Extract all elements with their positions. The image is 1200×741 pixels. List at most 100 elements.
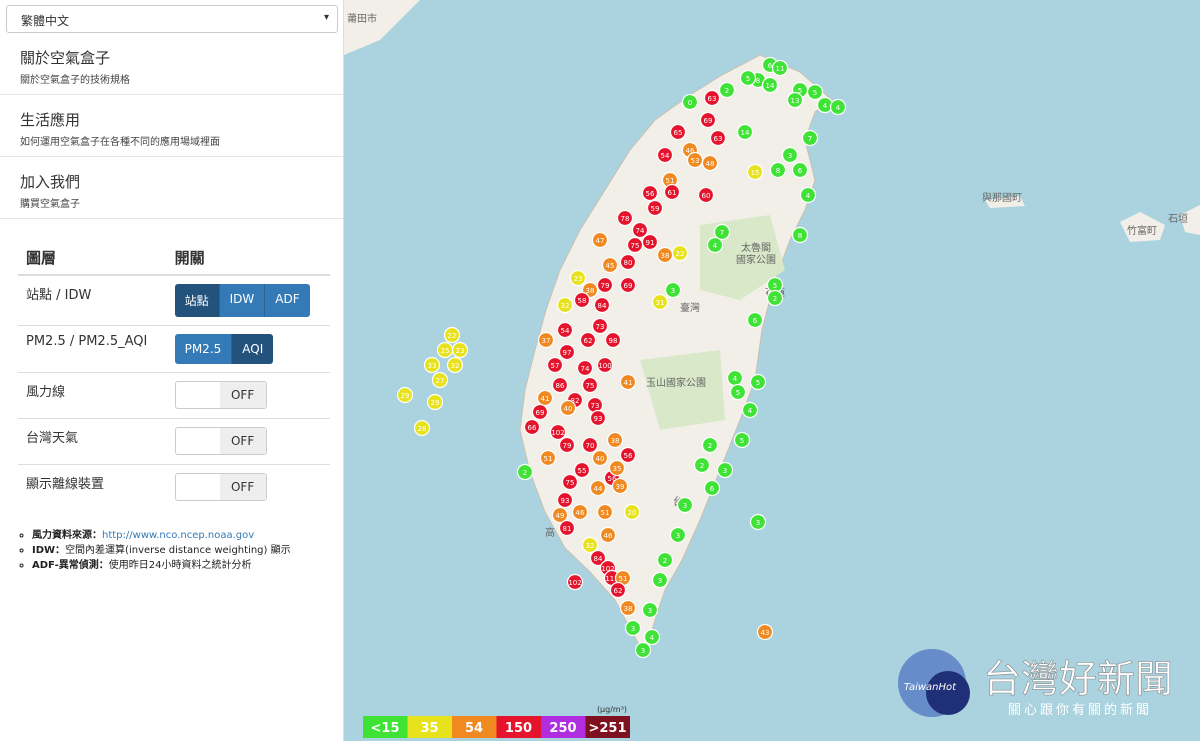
station-marker[interactable]: 60 [697,186,715,204]
station-marker[interactable]: 7 [713,223,731,241]
station-marker[interactable]: 93 [589,409,607,427]
station-marker[interactable]: 80 [619,253,637,271]
station-marker[interactable]: 4 [726,369,744,387]
menu-item[interactable]: 關於空氣盒子 關於空氣盒子的技術規格 [0,33,343,95]
station-marker[interactable]: 59 [646,199,664,217]
language-select[interactable]: 繁體中文 [6,5,338,33]
station-marker[interactable]: 6 [746,311,764,329]
station-marker[interactable]: 38 [619,599,637,617]
station-marker[interactable]: 56 [619,446,637,464]
station-marker[interactable]: 3 [676,496,694,514]
station-marker[interactable]: 45 [601,256,619,274]
station-marker[interactable]: 73 [591,317,609,335]
station-marker[interactable]: 5 [739,69,757,87]
station-marker[interactable]: 46 [599,526,617,544]
station-marker[interactable]: 33 [423,356,441,374]
station-marker[interactable]: 84 [589,549,607,567]
station-marker[interactable]: 41 [619,373,637,391]
station-marker[interactable]: 23 [451,341,469,359]
layer-button[interactable]: PM2.5 [174,334,233,364]
station-marker[interactable]: 54 [656,146,674,164]
station-marker[interactable]: 63 [709,129,727,147]
station-marker[interactable]: 49 [551,506,569,524]
station-marker[interactable]: 38 [656,246,674,264]
layer-button[interactable]: AQI [232,334,274,364]
station-marker[interactable]: 2 [766,289,784,307]
station-marker[interactable]: 74 [631,221,649,239]
station-marker[interactable]: 37 [537,331,555,349]
station-marker[interactable]: 86 [551,376,569,394]
station-marker[interactable]: 66 [523,418,541,436]
station-marker[interactable]: 55 [573,461,591,479]
toggle[interactable]: OFF [174,473,267,501]
station-marker[interactable]: 14 [761,76,779,94]
station-marker[interactable]: 69 [699,111,717,129]
station-marker[interactable]: 3 [749,513,767,531]
toggle[interactable]: OFF [174,427,267,455]
station-marker[interactable]: 4 [741,401,759,419]
station-marker[interactable]: 3 [651,571,669,589]
layer-button[interactable]: IDW [219,284,266,317]
station-marker[interactable]: 28 [413,419,431,437]
toggle[interactable]: OFF [174,381,267,409]
station-marker[interactable]: 2 [718,81,736,99]
station-marker[interactable]: 32 [556,296,574,314]
station-marker[interactable]: 58 [573,291,591,309]
station-marker[interactable]: 2 [693,456,711,474]
station-marker[interactable]: 62 [609,581,627,599]
station-marker[interactable]: 15 [746,163,764,181]
menu-item[interactable]: 生活應用 如何運用空氣盒子在各種不同的應用場域裡面 [0,95,343,157]
station-marker[interactable]: 13 [786,91,804,109]
menu-item[interactable]: 加入我們 購買空氣盒子 [0,157,343,219]
station-marker[interactable]: 3 [624,619,642,637]
station-marker[interactable]: 2 [701,436,719,454]
station-marker[interactable]: 43 [756,623,774,641]
station-marker[interactable]: 22 [443,326,461,344]
station-marker[interactable]: 4 [643,628,661,646]
station-marker[interactable]: 79 [596,276,614,294]
station-marker[interactable]: 8 [769,161,787,179]
station-marker[interactable]: 11 [771,59,789,77]
station-marker[interactable]: 62 [579,331,597,349]
station-marker[interactable]: 22 [671,244,689,262]
station-marker[interactable]: 32 [581,536,599,554]
station-marker[interactable]: 38 [606,431,624,449]
station-marker[interactable]: 29 [396,386,414,404]
station-marker[interactable]: 61 [663,183,681,201]
station-marker[interactable]: 44 [589,479,607,497]
station-marker[interactable]: 23 [569,269,587,287]
station-marker[interactable]: 102 [549,423,567,441]
station-marker[interactable]: 5 [729,383,747,401]
station-marker[interactable]: 65 [669,123,687,141]
station-marker[interactable]: 14 [736,123,754,141]
station-marker[interactable]: 100 [596,356,614,374]
station-marker[interactable]: 54 [556,321,574,339]
station-marker[interactable]: 4 [799,186,817,204]
station-marker[interactable]: 8 [791,226,809,244]
station-marker[interactable]: 53 [686,151,704,169]
station-marker[interactable]: 25 [436,341,454,359]
station-marker[interactable]: 2 [516,463,534,481]
layer-button[interactable]: 站點 [174,284,220,317]
station-marker[interactable]: 3 [664,281,682,299]
station-marker[interactable]: 3 [781,146,799,164]
station-marker[interactable]: 46 [571,503,589,521]
station-marker[interactable]: 56 [641,184,659,202]
station-marker[interactable]: 35 [608,459,626,477]
station-marker[interactable]: 20 [623,503,641,521]
station-marker[interactable]: 97 [558,343,576,361]
station-marker[interactable]: 41 [536,389,554,407]
station-marker[interactable]: 79 [558,436,576,454]
station-marker[interactable]: 5 [806,83,824,101]
station-marker[interactable]: 40 [591,449,609,467]
station-marker[interactable]: 3 [669,526,687,544]
station-marker[interactable]: 84 [593,296,611,314]
station-marker[interactable]: 29 [426,393,444,411]
station-marker[interactable]: 47 [591,231,609,249]
station-marker[interactable]: 51 [539,449,557,467]
station-marker[interactable]: 3 [641,601,659,619]
station-marker[interactable]: 69 [619,276,637,294]
station-marker[interactable]: 31 [651,293,669,311]
station-marker[interactable]: 75 [561,473,579,491]
